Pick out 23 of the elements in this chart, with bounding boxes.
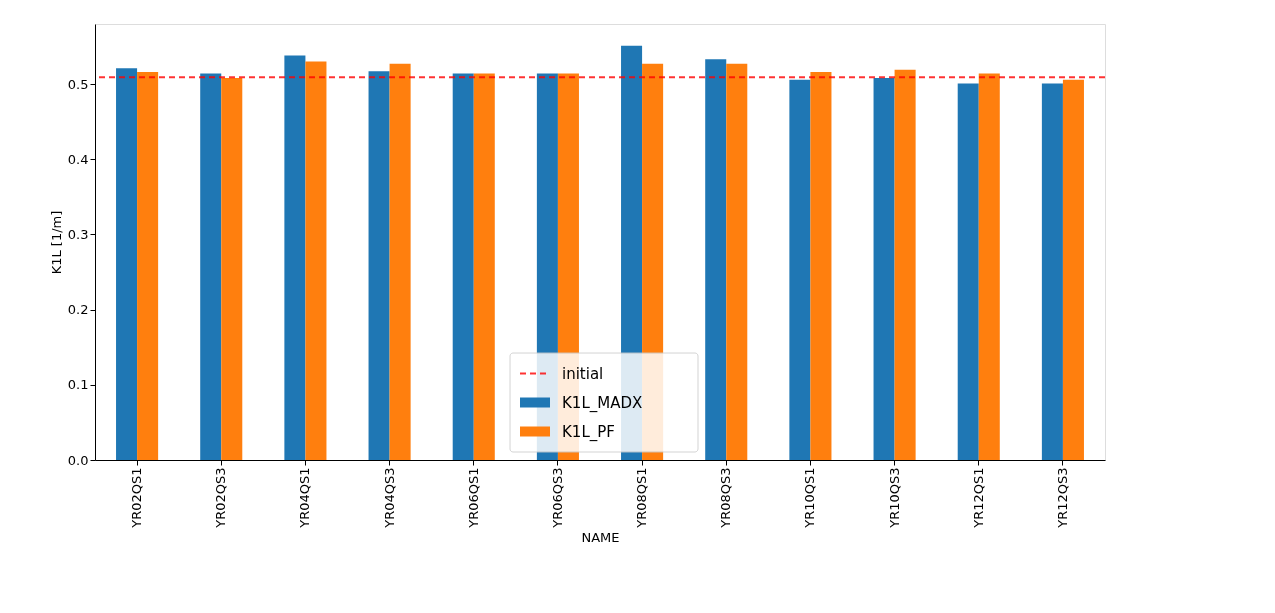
x-tick-label: YR12QS3 xyxy=(1054,467,1070,529)
y-tick-label: 0.2 xyxy=(67,302,89,318)
y-tick-label: 0.4 xyxy=(67,151,89,167)
x-tick-label: YR06QS3 xyxy=(549,467,565,529)
x-tick-label: YR02QS3 xyxy=(213,467,229,529)
x-tick-label: YR10QS3 xyxy=(886,467,902,529)
x-tick-label: YR04QS1 xyxy=(297,467,313,529)
legend-label: K1L_PF xyxy=(562,422,615,442)
y-tick-label: 0.5 xyxy=(67,76,89,92)
x-tick-label: YR02QS1 xyxy=(129,467,145,529)
x-tick-label: YR04QS3 xyxy=(381,467,397,529)
y-tick-label: 0.3 xyxy=(67,226,89,242)
x-axis-title: NAME xyxy=(581,529,620,545)
y-tick-label: 0.0 xyxy=(67,452,89,468)
y-axis-title: K1L [1/m] xyxy=(48,210,64,275)
legend-label: initial xyxy=(562,364,604,383)
x-tick-label: YR12QS1 xyxy=(970,467,986,529)
x-tick-label: YR06QS1 xyxy=(465,467,481,529)
x-tick-label: YR10QS1 xyxy=(802,467,818,529)
x-tick-label: YR08QS3 xyxy=(718,467,734,529)
y-tick-label: 0.1 xyxy=(67,377,89,393)
x-tick-label: YR08QS1 xyxy=(634,467,650,529)
legend-label: K1L_MADX xyxy=(562,393,643,413)
